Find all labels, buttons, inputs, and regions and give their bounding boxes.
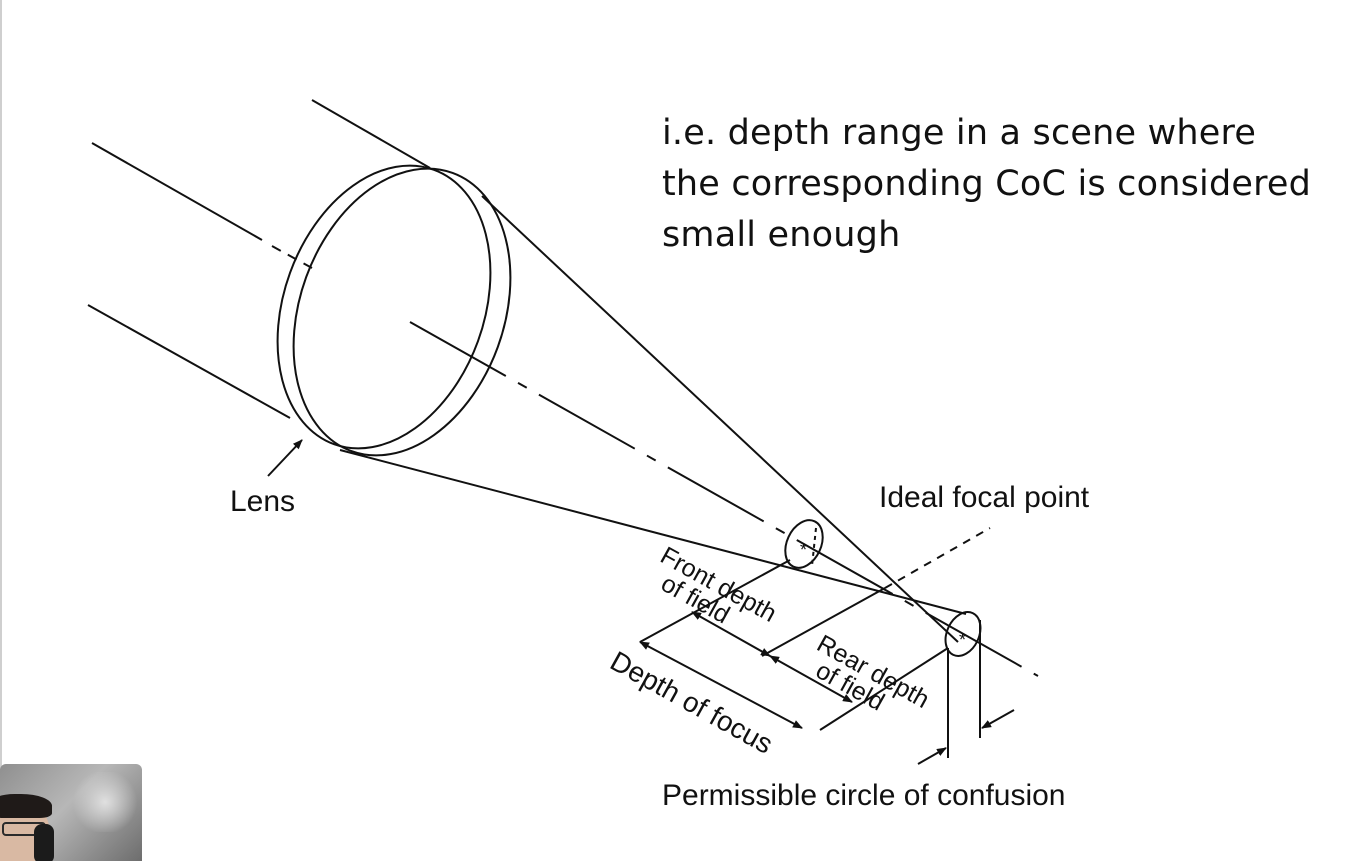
focal-plane-dash: [884, 527, 991, 589]
lens-front-face: [292, 167, 512, 457]
incoming-ray-bottom: [87, 304, 291, 419]
coc-dimension-right: [981, 709, 1015, 729]
slide-left-border: [0, 0, 2, 861]
front-coc-dash: [811, 527, 817, 567]
depth-of-focus-arrow: [639, 641, 803, 729]
caption-line-2: the corresponding CoC is considered: [662, 164, 1312, 204]
ext-line-rear: [819, 647, 949, 731]
ext-line-front: [639, 559, 791, 643]
incoming-ray-middle-upper: [91, 142, 263, 241]
webcam-light: [70, 772, 140, 832]
rear-depth-label: Rear depth of field: [811, 630, 934, 717]
caption-line-1: i.e. depth range in a scene where: [662, 113, 1257, 153]
caption-line-3: small enough: [662, 215, 901, 255]
cone-ray-upper: [481, 195, 959, 643]
webcam-hair: [0, 794, 52, 818]
slide-caption: i.e. depth range in a scene where the co…: [662, 108, 1362, 261]
front-coc-marker: *: [800, 540, 807, 560]
coc-dimension-left: [917, 747, 947, 765]
rear-coc-marker: *: [959, 630, 966, 650]
headset-icon: [34, 824, 54, 861]
lens-back-edge: [276, 164, 492, 450]
permissible-coc-label: Permissible circle of confusion: [662, 779, 1066, 812]
cone-ray-lower: [339, 449, 967, 615]
ideal-focal-point-label: Ideal focal point: [879, 481, 1090, 514]
incoming-ray-middle-dash: [271, 245, 313, 269]
lens-pointer-arrow: [267, 439, 303, 477]
front-coc-circle: [784, 519, 824, 569]
webcam-overlay: [0, 764, 142, 861]
lens-label: Lens: [230, 485, 295, 518]
rear-coc-circle: [944, 611, 982, 657]
front-depth-label: Front depth of field: [656, 541, 781, 629]
optical-axis: [409, 321, 1039, 677]
incoming-ray-top: [311, 99, 431, 169]
